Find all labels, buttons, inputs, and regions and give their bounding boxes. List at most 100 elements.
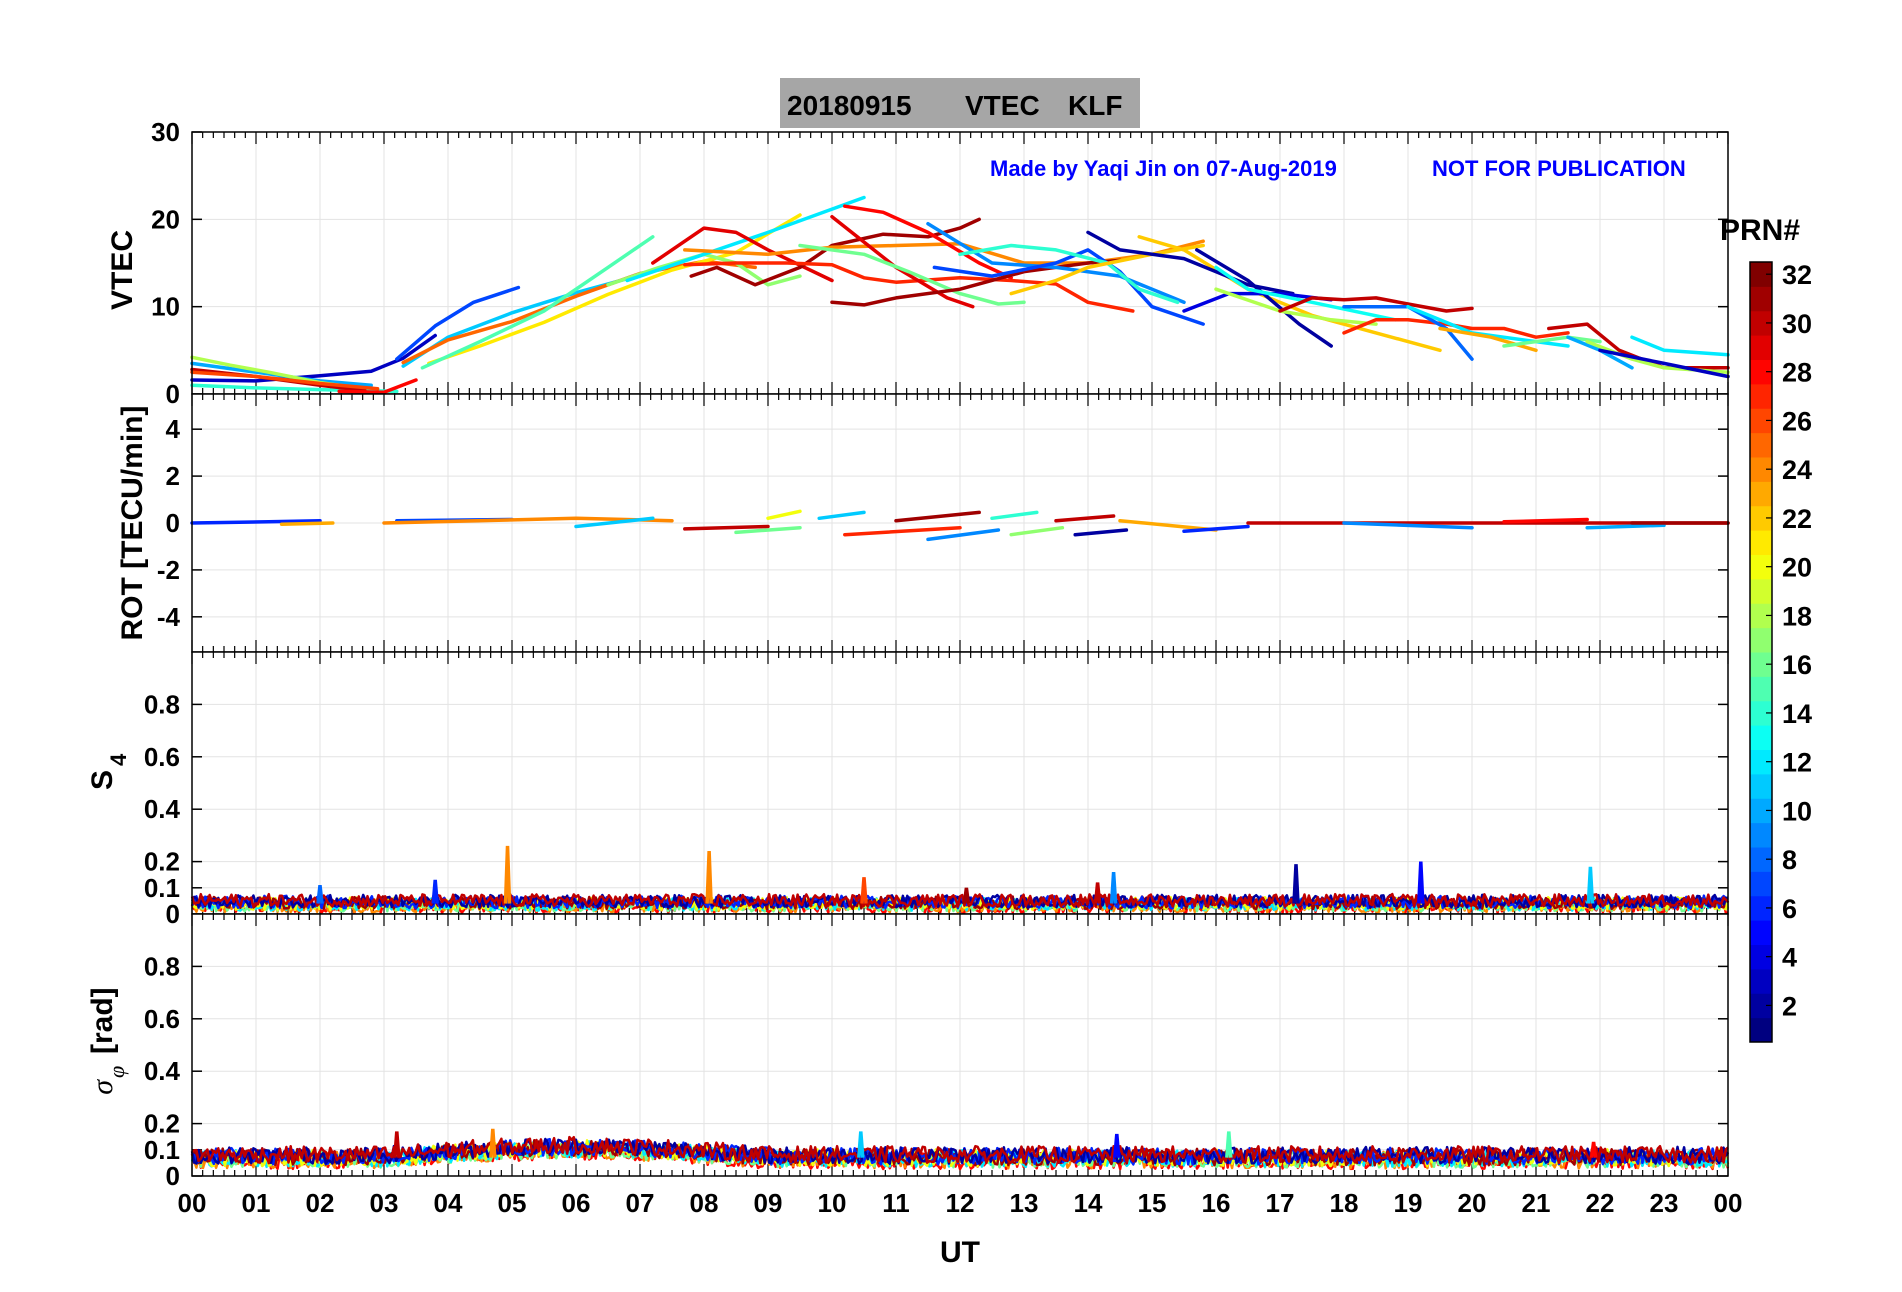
y-tick-label: -4 bbox=[157, 602, 181, 632]
y-tick-label: 0.1 bbox=[144, 1135, 180, 1165]
series-line-prn-14 bbox=[958, 243, 1180, 305]
series-line-prn-28 bbox=[1502, 517, 1589, 524]
series-line-prn-18 bbox=[1214, 287, 1378, 326]
spike-prn-24 bbox=[489, 1128, 497, 1158]
x-tick-label: 13 bbox=[1010, 1188, 1039, 1218]
series-line-prn-11 bbox=[574, 516, 655, 529]
colorbar-swatch bbox=[1750, 505, 1772, 531]
series-line-prn-9 bbox=[1342, 521, 1474, 530]
colorbar-swatch bbox=[1750, 286, 1772, 312]
y-tick-label: 0.4 bbox=[144, 794, 181, 824]
series-line-prn-6 bbox=[190, 518, 322, 525]
series-line-prn-16 bbox=[798, 243, 1026, 306]
y-tick-label: 0.1 bbox=[144, 873, 180, 903]
series-line-prn-16 bbox=[734, 525, 802, 535]
series-line-prn-6 bbox=[1182, 524, 1250, 533]
series-line-prn-29 bbox=[651, 226, 834, 283]
x-tick-label: 11 bbox=[882, 1188, 910, 1218]
title-date: 20180915 bbox=[787, 90, 912, 121]
y-tick-label: 10 bbox=[151, 292, 180, 322]
series-line-prn-12 bbox=[625, 195, 866, 283]
y-tick-label: 0 bbox=[166, 899, 180, 929]
series-line-prn-8 bbox=[1342, 304, 1474, 361]
colorbar-tick-label: 14 bbox=[1782, 699, 1812, 729]
colorbar-swatch bbox=[1750, 383, 1772, 409]
sigma-ylabel: σ φ [rad] bbox=[86, 987, 129, 1094]
title-param: VTEC bbox=[965, 90, 1040, 121]
colorbar-tick-label: 10 bbox=[1782, 796, 1812, 826]
colorbar-tick-label: 2 bbox=[1782, 991, 1797, 1021]
series-line-prn-31 bbox=[689, 217, 981, 287]
series-line-prn-22 bbox=[1009, 243, 1205, 296]
series-line-prn-7 bbox=[932, 248, 1205, 326]
series-noise-prn-30 bbox=[191, 1135, 1729, 1165]
y-tick-label: 20 bbox=[151, 204, 180, 234]
series-line-prn-3 bbox=[1598, 348, 1730, 379]
series-line-prn-13 bbox=[1214, 265, 1397, 322]
colorbar-tick-label: 28 bbox=[1782, 358, 1812, 388]
figure-title: 20180915 VTEC KLF bbox=[780, 78, 1140, 128]
series-line-prn-4 bbox=[1182, 291, 1333, 313]
plot-frame bbox=[191, 913, 1729, 1177]
y-tick-label: 0.8 bbox=[144, 689, 180, 719]
x-tick-label: 15 bbox=[1138, 1188, 1167, 1218]
spike-prn-6 bbox=[431, 879, 439, 904]
y-tick-label: 0 bbox=[166, 1161, 180, 1191]
x-tick-label: 19 bbox=[1394, 1188, 1423, 1218]
x-tick-label: 08 bbox=[690, 1188, 719, 1218]
colorbar-swatch bbox=[1750, 676, 1772, 702]
colorbar-swatch bbox=[1750, 432, 1772, 458]
y-tick-label: 0.6 bbox=[144, 1004, 180, 1034]
vtec-panel: 0 10 20 30 bbox=[151, 117, 1730, 409]
series-line-prn-2 bbox=[1073, 528, 1129, 537]
colorbar-swatch bbox=[1750, 408, 1772, 434]
series-line-prn-23 bbox=[1438, 326, 1538, 353]
x-tick-label: 02 bbox=[306, 1188, 335, 1218]
colorbar-swatch bbox=[1750, 335, 1772, 360]
colorbar-swatch bbox=[1750, 895, 1772, 921]
colorbar-swatch bbox=[1750, 993, 1772, 1019]
colorbar-swatch bbox=[1750, 749, 1772, 775]
sigma-phi-panel: 00.10.2 0.4 0.6 0.8 bbox=[144, 913, 1730, 1191]
title-station: KLF bbox=[1068, 90, 1122, 121]
spike-prn-5 bbox=[1113, 1133, 1121, 1158]
series-line-prn-14 bbox=[990, 510, 1039, 521]
y-tick-label: 0.8 bbox=[144, 951, 180, 981]
series-line-prn-9 bbox=[926, 221, 1186, 305]
y-tick-label: 0 bbox=[166, 379, 180, 409]
spike-prn-15 bbox=[1225, 1131, 1233, 1158]
x-tick-labels: 00 01 02 03 04 05 06 07 08 09 10 11 12 13 14 15 16 17 18 19… bbox=[178, 1188, 1743, 1218]
x-tick-label: 00 bbox=[178, 1188, 207, 1218]
x-tick-label: 21 bbox=[1522, 1188, 1551, 1218]
series-line-prn-15 bbox=[420, 235, 655, 370]
colorbar-swatch bbox=[1750, 725, 1772, 750]
colorbar-swatch bbox=[1750, 530, 1772, 555]
rot-ylabel: ROT [TECU/min] bbox=[116, 406, 149, 641]
spike-prn-24 bbox=[705, 851, 713, 904]
spike-prn-28 bbox=[1589, 1141, 1598, 1158]
spike-prn-5 bbox=[1417, 861, 1425, 904]
colorbar-title: PRN# bbox=[1720, 214, 1800, 247]
x-tick-label: 04 bbox=[434, 1188, 463, 1218]
sigma-ylabel-unit: [rad] bbox=[86, 987, 119, 1054]
y-tick-label: 0.4 bbox=[144, 1056, 181, 1086]
spike-prn-30 bbox=[393, 1131, 401, 1158]
vtec-ylabel: VTEC bbox=[106, 230, 139, 310]
colorbar-swatch bbox=[1750, 1017, 1772, 1043]
colorbar-tick-label: 32 bbox=[1782, 260, 1812, 290]
x-tick-label: 20 bbox=[1458, 1188, 1487, 1218]
y-tick-label: -2 bbox=[157, 555, 180, 585]
series-line-prn-31 bbox=[830, 258, 1122, 307]
colorbar-swatch bbox=[1750, 773, 1772, 799]
series-line-prn-17 bbox=[1009, 525, 1065, 537]
series-line-prn-10 bbox=[1585, 523, 1666, 530]
colorbar-tick-label: 24 bbox=[1782, 455, 1812, 485]
x-tick-label: 22 bbox=[1586, 1188, 1615, 1218]
colorbar-swatch bbox=[1750, 481, 1772, 507]
credit-note: Made by Yaqi Jin on 07-Aug-2019 bbox=[990, 156, 1337, 181]
spike-prn-2 bbox=[1292, 864, 1300, 904]
series-line-prn-27 bbox=[683, 261, 1135, 313]
series-line-prn-26 bbox=[190, 370, 380, 391]
series-line-prn-3 bbox=[190, 333, 437, 383]
